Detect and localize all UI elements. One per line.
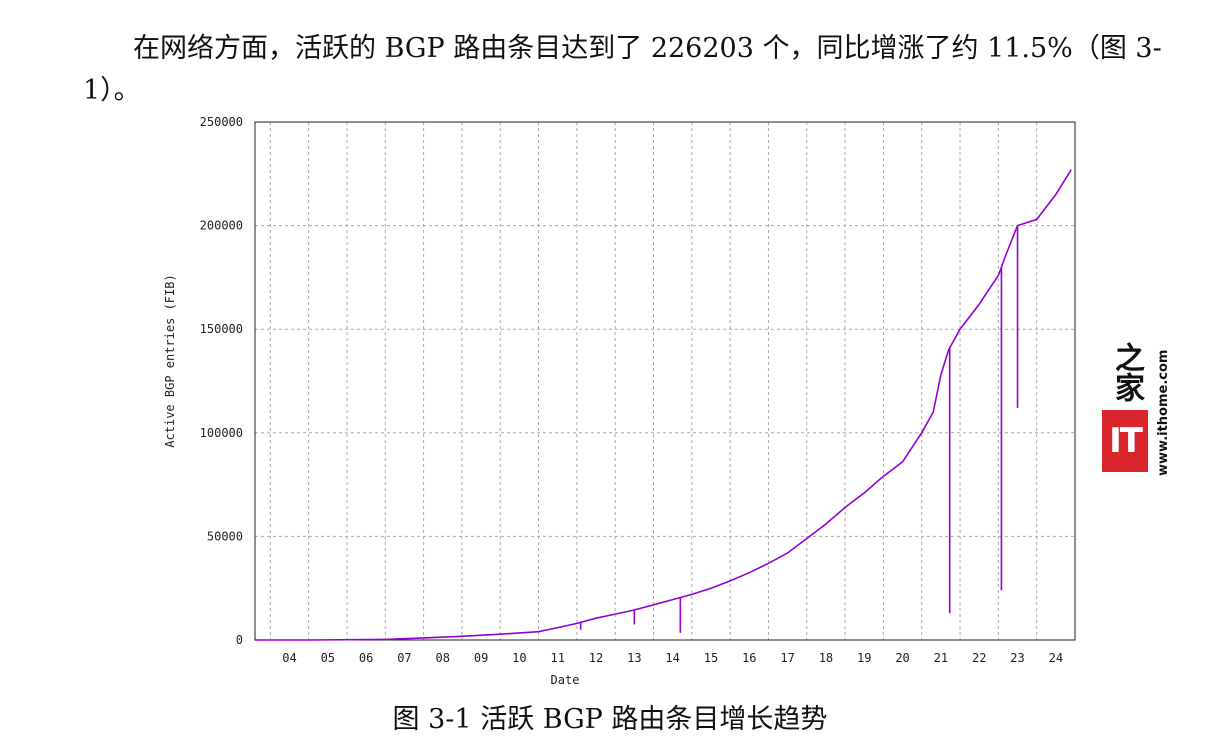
x-tick-label: 24 xyxy=(1049,651,1063,665)
watermark-logo: 之家 xyxy=(1109,342,1144,402)
x-tick-label: 23 xyxy=(1010,651,1024,665)
watermark-badge: IT xyxy=(1102,410,1148,472)
chart-svg: 0 50000 100000 150000 200000 250000 04 05 06 07 08… xyxy=(163,115,1076,687)
intro-paragraph: 在网络方面，活跃的 BGP 路由条目达到了 226203 个，同比增涨了约 11… xyxy=(83,33,1162,106)
x-axis-label: Date xyxy=(551,673,580,687)
x-tick-label: 20 xyxy=(895,651,909,665)
y-tick-label: 250000 xyxy=(200,115,243,129)
x-tick-label: 04 xyxy=(282,651,296,665)
y-axis-label: Active BGP entries (FIB) xyxy=(163,274,177,447)
x-tick-label: 09 xyxy=(474,651,488,665)
x-tick-label: 12 xyxy=(589,651,603,665)
x-tick-label: 19 xyxy=(857,651,871,665)
ithome-watermark: 之家 IT www.ithome.com xyxy=(1098,338,1188,478)
x-tick-label: 14 xyxy=(665,651,679,665)
x-tick-label: 18 xyxy=(819,651,833,665)
x-tick-label: 06 xyxy=(359,651,373,665)
x-tick-label: 11 xyxy=(550,651,564,665)
x-tick-label: 22 xyxy=(972,651,986,665)
x-tick-label: 21 xyxy=(934,651,948,665)
y-tick-label: 0 xyxy=(236,633,243,647)
x-tick-label: 10 xyxy=(512,651,526,665)
x-tick-label: 16 xyxy=(742,651,756,665)
x-tick-label: 17 xyxy=(780,651,794,665)
x-tick-label: 07 xyxy=(397,651,411,665)
plot-frame xyxy=(254,121,1076,641)
y-tick-label: 200000 xyxy=(200,219,243,233)
watermark-url: www.ithome.com xyxy=(1156,349,1171,476)
figure-caption: 图 3-1 活跃 BGP 路由条目增长趋势 xyxy=(392,704,828,735)
x-tick-label: 05 xyxy=(321,651,335,665)
series-line xyxy=(255,169,1072,641)
y-tick-label: 50000 xyxy=(207,529,243,543)
x-tick-label: 08 xyxy=(436,651,450,665)
bgp-chart: 0 50000 100000 150000 200000 250000 04 05 06 07 08… xyxy=(150,110,1090,690)
y-tick-label: 150000 xyxy=(200,322,243,336)
x-tick-label: 13 xyxy=(627,651,641,665)
x-tick-label: 15 xyxy=(704,651,718,665)
y-tick-label: 100000 xyxy=(200,426,243,440)
